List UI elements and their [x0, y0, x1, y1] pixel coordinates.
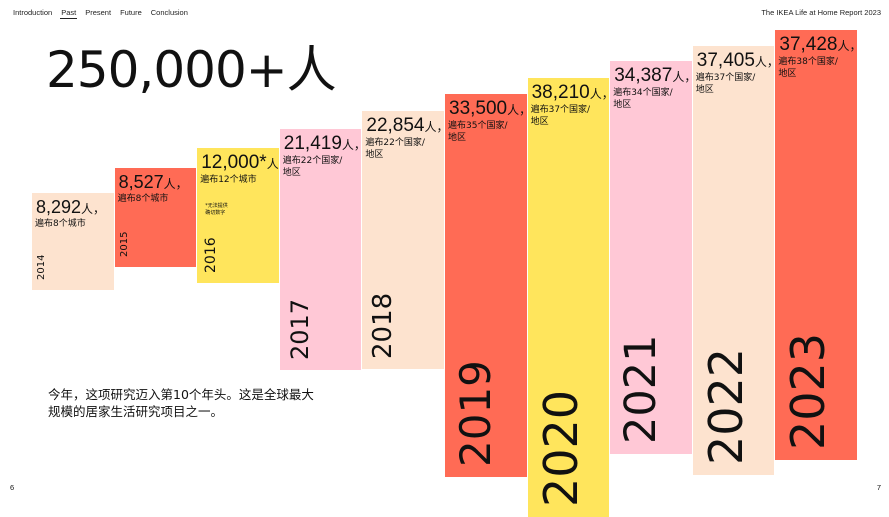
- bar-value-label: 34,387人，: [614, 65, 692, 87]
- bar-description: 遍布34个国家/地区: [613, 87, 673, 111]
- bar-value-suffix: 人，: [163, 177, 188, 191]
- page-number-right: 7: [876, 483, 881, 492]
- bar-value-number: 8,527: [118, 172, 164, 192]
- bar-value-number: 38,210: [531, 82, 590, 103]
- nav-item-introduction[interactable]: Introduction: [13, 8, 53, 17]
- bar-year-label: 2017: [285, 298, 314, 360]
- bar-value-number: 12,000*: [201, 152, 267, 173]
- bar-value-number: 33,500: [449, 98, 508, 119]
- bar-year-label: 2022: [698, 347, 753, 465]
- bar-description: 遍布37个国家/地区: [531, 104, 591, 128]
- footnote-line: *无法提供: [205, 203, 228, 209]
- bar-description: 遍布38个国家/地区: [778, 56, 838, 80]
- bar-description: 遍布8个城市: [35, 218, 86, 230]
- bar-value-suffix: 人，: [754, 55, 774, 69]
- bar-value-label: 12,000*人，: [201, 152, 279, 174]
- bar-year-label: 2021: [616, 334, 667, 444]
- bar-description-line: 遍布8个城市: [35, 219, 86, 229]
- bar-year-label: 2015: [118, 231, 130, 257]
- bar-description: 遍布8个城市: [118, 193, 169, 205]
- bar-description: 遍布37个国家/地区: [696, 72, 756, 96]
- bar-description-line: 遍布12个城市: [200, 175, 257, 185]
- bar-description: 遍布35个国家/地区: [448, 120, 508, 144]
- bar-description: 遍布22个国家/地区: [365, 137, 425, 161]
- bar-description-line: 遍布37个国家/: [695, 73, 756, 83]
- bar-value-suffix: 人，: [507, 103, 526, 117]
- bar-value-label: 38,210人，: [532, 82, 610, 104]
- top-navigation: Introduction Past Present Future Conclusion: [12, 8, 189, 19]
- footnote-line: 确切数字: [205, 210, 226, 216]
- bar-value-label: 37,428人，: [779, 34, 857, 56]
- bar-value-suffix: 人，: [81, 202, 106, 216]
- bar-value-suffix: 人，: [424, 120, 444, 134]
- nav-item-present[interactable]: Present: [85, 8, 112, 17]
- bar-description-line: 遍布34个国家/: [613, 88, 673, 98]
- bar-value-suffix: 人，: [266, 157, 279, 171]
- bar-description-line: 地区: [695, 85, 714, 95]
- bar-value-label: 22,854人，: [366, 115, 444, 137]
- bar-description-line: 地区: [530, 117, 549, 127]
- page-number-left: 6: [10, 483, 15, 492]
- bar-description-line: 地区: [365, 150, 384, 160]
- bar-value-number: 34,387: [614, 65, 673, 86]
- bar-description: 遍布22个国家/地区: [283, 155, 343, 179]
- footnote: *无法提供 确切数字: [205, 203, 228, 217]
- nav-item-conclusion[interactable]: Conclusion: [150, 8, 188, 17]
- bar-description-line: 地区: [448, 133, 467, 143]
- bar-description-line: 遍布38个国家/: [778, 57, 838, 67]
- body-text: 今年，这项研究迈入第10个年头。这是全球最大规模的居家生活研究项目之一。: [48, 387, 314, 419]
- bar-description-line: 遍布22个国家/: [365, 138, 425, 148]
- report-title: The IKEA Life at Home Report 2023: [761, 8, 881, 17]
- bar-year-label: 2019: [451, 360, 500, 467]
- bar-description-line: 遍布8个城市: [117, 194, 169, 204]
- bar-year-label: 2023: [781, 332, 836, 450]
- bar-description-line: 地区: [778, 69, 797, 79]
- nav-item-future[interactable]: Future: [120, 8, 142, 17]
- bar-description-line: 遍布37个国家/: [530, 105, 591, 115]
- bar-value-number: 22,854: [366, 115, 425, 136]
- bar-value-label: 37,405人，: [697, 50, 775, 72]
- bar-value-label: 33,500人，: [449, 98, 527, 120]
- bar-value-suffix: 人，: [672, 70, 691, 84]
- nav-item-past[interactable]: Past: [60, 8, 78, 19]
- bar-description-line: 地区: [282, 168, 301, 178]
- bar-value-number: 21,419: [283, 133, 342, 154]
- bar-year-label: 2014: [36, 254, 47, 280]
- bar-year-label: 2016: [203, 237, 220, 273]
- bar-value-label: 8,527人，: [119, 172, 188, 193]
- bar-description-line: 遍布22个国家/: [282, 156, 343, 166]
- bar-year-label: 2020: [533, 389, 588, 507]
- bar-value-suffix: 人，: [589, 87, 609, 101]
- bar-value-number: 37,405: [696, 50, 755, 71]
- bar-year-label: 2018: [368, 292, 399, 359]
- bar-value-label: 21,419人，: [284, 133, 362, 155]
- headline: 250,000+人: [46, 41, 337, 99]
- bar-2015: 8,527人， 遍布8个城市 2015: [114, 168, 197, 267]
- bar-value-suffix: 人，: [341, 138, 361, 152]
- bar-description: 遍布12个城市: [200, 174, 256, 186]
- bar-2014: 8,292人， 遍布8个城市 2014: [32, 193, 114, 290]
- bar-value-number: 37,428: [779, 34, 838, 55]
- bar-description-line: 遍布35个国家/: [448, 121, 508, 131]
- bar-value-label: 8,292人，: [36, 197, 105, 218]
- bar-value-number: 8,292: [36, 197, 82, 217]
- bar-description-line: 地区: [613, 100, 632, 110]
- bar-value-suffix: 人，: [837, 39, 857, 53]
